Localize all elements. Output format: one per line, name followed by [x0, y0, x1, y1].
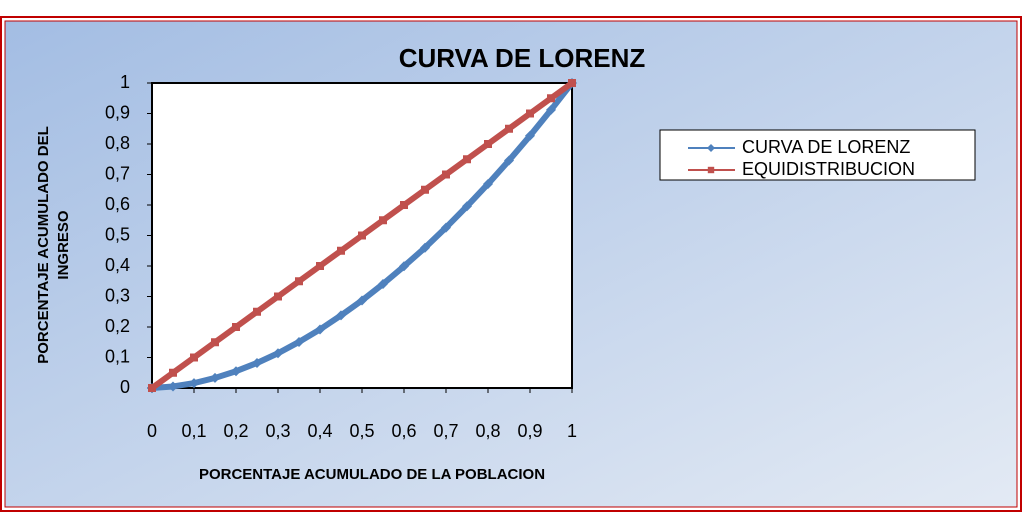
marker: [253, 307, 261, 316]
x-tick-label: 0,4: [307, 421, 332, 441]
marker: [316, 262, 324, 270]
marker: [483, 178, 493, 189]
x-tick-label: 0,7: [433, 421, 458, 441]
marker: [337, 246, 345, 255]
y-tick-label: 0: [120, 377, 130, 397]
marker: [463, 155, 471, 164]
marker: [273, 348, 283, 359]
x-tick-label: 0: [147, 421, 157, 441]
marker: [274, 292, 282, 301]
y-tick-label: 1: [120, 72, 130, 92]
marker: [400, 201, 408, 209]
y-tick-label: 0,3: [105, 285, 130, 305]
x-tick-label: 0,5: [349, 421, 374, 441]
x-tick-label: 0,8: [475, 421, 500, 441]
marker: [336, 310, 346, 321]
marker: [525, 130, 535, 141]
y-axis-label-line: PORCENTAJE ACUMULADO DEL: [35, 126, 52, 364]
marker: [169, 368, 177, 377]
y-tick-label: 0,7: [105, 163, 130, 183]
marker: [484, 140, 492, 148]
marker: [252, 357, 262, 368]
legend-box: [659, 129, 976, 181]
y-axis-label-line: INGRESO: [55, 210, 72, 280]
marker: [399, 261, 409, 272]
marker: [707, 144, 715, 152]
marker: [441, 222, 451, 233]
marker: [210, 372, 220, 383]
marker: [315, 324, 325, 335]
y-tick-label: 0,8: [105, 133, 130, 153]
y-tick-label: 0,2: [105, 316, 130, 336]
marker: [295, 277, 303, 286]
marker: [462, 201, 472, 212]
marker: [442, 170, 450, 179]
marker: [707, 166, 715, 174]
y-tick-label: 0,6: [105, 194, 130, 214]
y-axis-label: PORCENTAJE ACUMULADO DEL INGRESO: [35, 126, 72, 364]
x-tick-label: 0,9: [517, 421, 542, 441]
chart-border: [0, 16, 1022, 512]
marker: [568, 79, 576, 87]
x-tick-label: 1: [567, 421, 577, 441]
marker: [148, 384, 156, 392]
marker: [357, 295, 367, 306]
x-axis-label: PORCENTAJE ACUMULADO DE LA POBLACION: [199, 466, 545, 483]
marker: [547, 94, 555, 103]
legend-label: CURVA DE LORENZ: [742, 137, 910, 157]
marker: [378, 278, 388, 289]
marker: [232, 323, 240, 331]
y-tick-label: 0,5: [105, 224, 130, 244]
marker: [546, 104, 556, 115]
y-tick-label: 0,9: [105, 102, 130, 122]
marker: [294, 336, 304, 347]
marker: [504, 155, 514, 166]
x-tick-label: 0,6: [391, 421, 416, 441]
marker: [211, 338, 219, 347]
marker: [358, 231, 366, 240]
x-tick-label: 0,2: [223, 421, 248, 441]
marker: [231, 366, 241, 377]
marker: [505, 124, 513, 133]
marker: [420, 242, 430, 253]
x-tick-label: 0,1: [181, 421, 206, 441]
marker: [189, 378, 199, 389]
chart-title: CURVA DE LORENZ: [399, 43, 646, 73]
marker: [190, 353, 198, 362]
y-tick-label: 0,1: [105, 346, 130, 366]
legend-label: EQUIDISTRIBUCION: [742, 159, 915, 179]
marker: [168, 381, 178, 392]
marker: [526, 109, 534, 118]
marker: [379, 216, 387, 225]
y-tick-label: 0,4: [105, 255, 130, 275]
marker: [421, 185, 429, 194]
x-tick-label: 0,3: [265, 421, 290, 441]
